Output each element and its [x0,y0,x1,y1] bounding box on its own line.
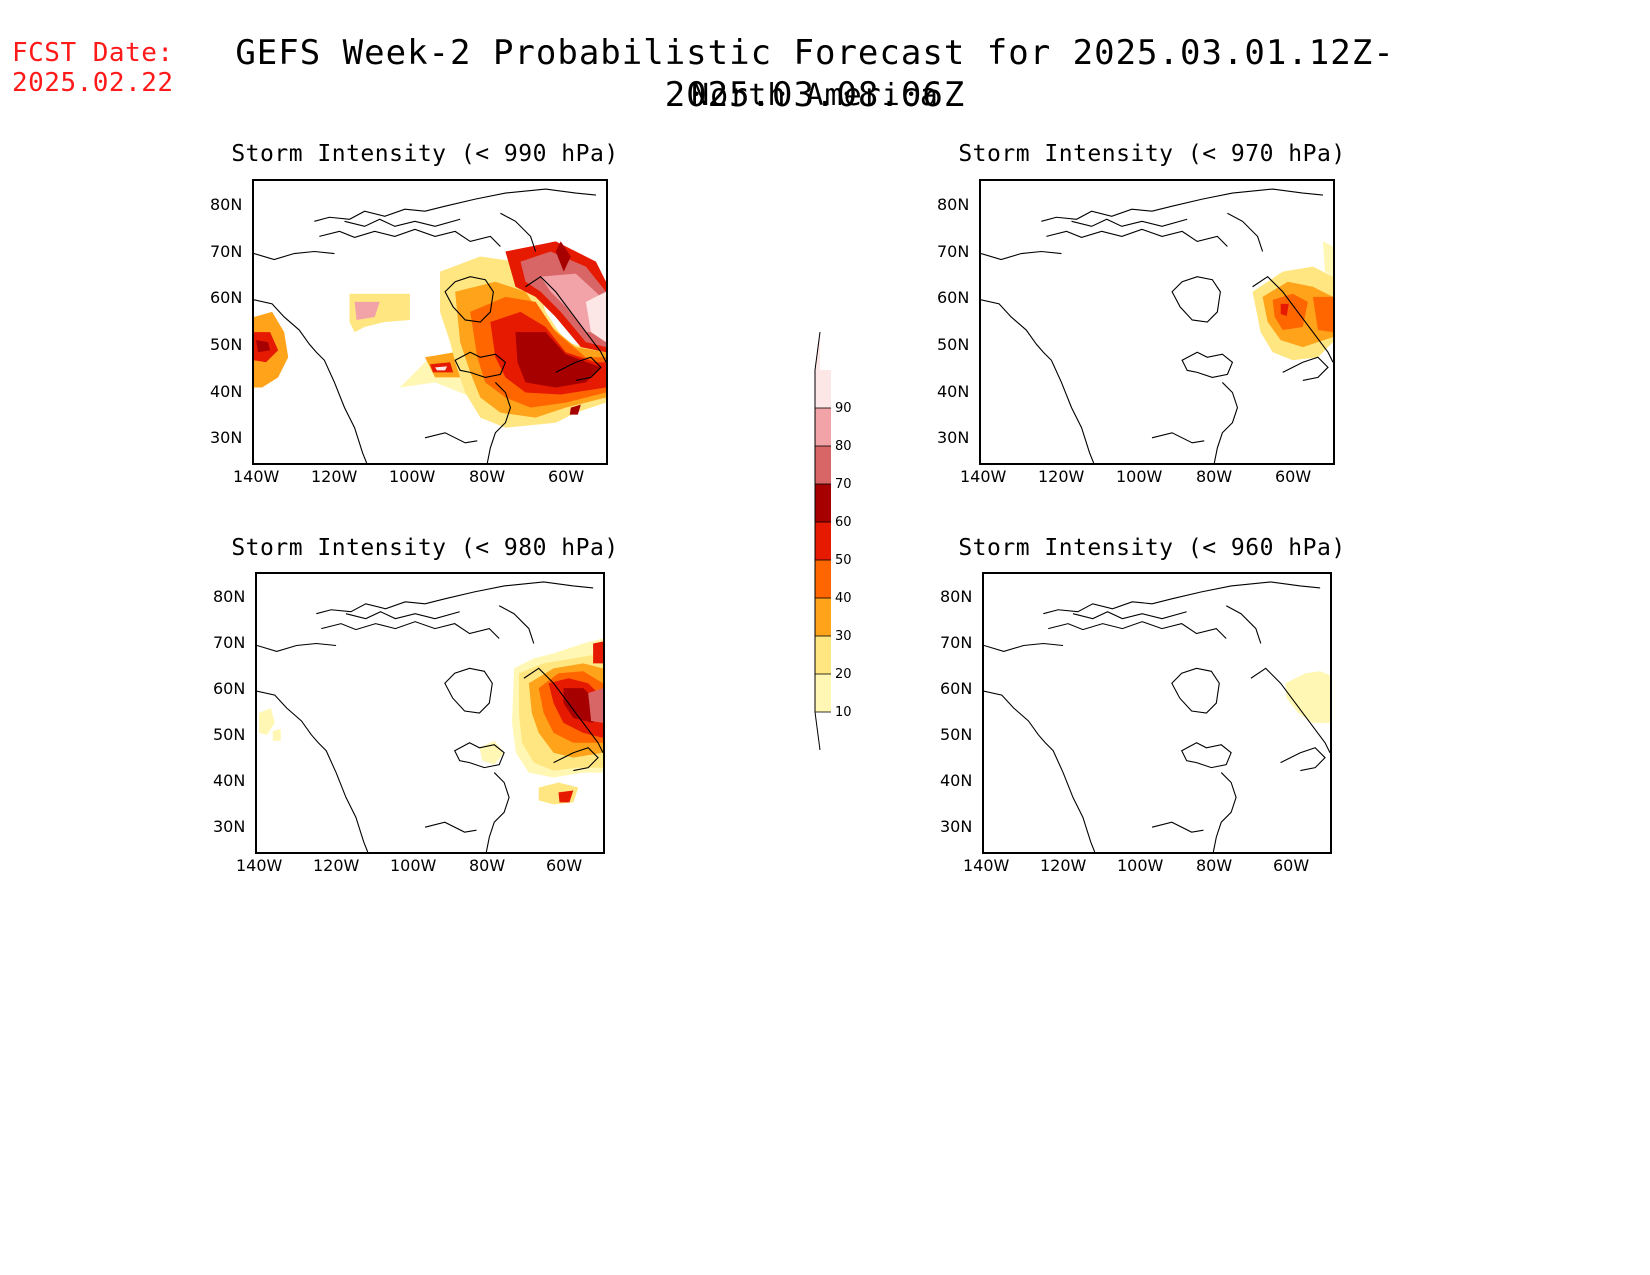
lon-label: 120W [311,467,358,486]
probability-shading-970 [1252,241,1333,361]
coastlines-990 [254,188,606,463]
lat-label: 50N [213,725,246,744]
colorbar-swatch [815,484,831,522]
lat-label: 40N [940,771,973,790]
coastlines-960 [984,581,1330,852]
colorbar-swatch [815,598,831,636]
colorbar-swatch [815,636,831,674]
region-subtitle: North America [691,78,939,113]
colorbar-swatch [815,446,831,484]
coastlines-970 [981,188,1333,463]
lat-label: 50N [940,725,973,744]
colorbar-label: 20 [835,667,852,682]
colorbar-swatch [815,408,831,446]
lat-label: 60N [210,288,243,307]
coastlines-980 [257,581,603,852]
lon-label: 60W [546,856,583,875]
lat-label: 70N [210,242,243,261]
colorbar-label: 90 [835,401,852,416]
lat-label: 30N [940,817,973,836]
lat-label: 30N [937,428,970,447]
lat-label: 30N [213,817,246,836]
colorbar-label: 50 [835,553,852,568]
lat-label: 70N [213,633,246,652]
colorbar-label: 70 [835,477,852,492]
probability-shading-980 [258,638,603,805]
lon-label: 140W [236,856,283,875]
lat-label: 60N [213,679,246,698]
map-980-svg [257,581,603,852]
lon-label: 60W [548,467,585,486]
colorbar-label: 40 [835,591,852,606]
panel-title-970: Storm Intensity (< 970 hPa) [958,141,1346,167]
lat-label: 80N [210,195,243,214]
probability-shading-990 [254,241,606,428]
panel-title-990: Storm Intensity (< 990 hPa) [231,141,619,167]
lon-label: 140W [233,467,280,486]
colorbar-swatch [815,674,831,712]
lat-label: 40N [213,771,246,790]
lon-label: 100W [1117,856,1164,875]
lat-label: 80N [937,195,970,214]
panel-title-960: Storm Intensity (< 960 hPa) [958,535,1346,561]
map-970-svg [981,188,1333,463]
lon-label: 120W [1038,467,1085,486]
lon-label: 60W [1275,467,1312,486]
colorbar-label: 10 [835,705,852,720]
map-panel-970 [979,179,1335,465]
lon-label: 120W [1040,856,1087,875]
map-panel-990 [252,179,608,465]
colorbar-label: 30 [835,629,852,644]
colorbar-swatch [815,370,831,408]
lat-label: 30N [210,428,243,447]
map-990-svg [254,188,606,463]
lon-label: 80W [469,467,506,486]
lon-label: 140W [960,467,1007,486]
colorbar-label: 60 [835,515,852,530]
lat-label: 80N [213,587,246,606]
fcst-date-label: FCST Date: 2025.02.22 [12,38,174,98]
map-960-svg [984,581,1330,852]
map-panel-960 [982,572,1332,854]
lon-label: 140W [963,856,1010,875]
panel-title-980: Storm Intensity (< 980 hPa) [231,535,619,561]
lon-label: 80W [469,856,506,875]
lat-label: 80N [940,587,973,606]
colorbar-swatch [815,560,831,598]
lon-label: 80W [1196,856,1233,875]
lat-label: 70N [940,633,973,652]
lon-label: 100W [1116,467,1163,486]
lon-label: 80W [1196,467,1233,486]
colorbar-bottom-arrow [814,711,821,751]
lat-label: 60N [937,288,970,307]
map-panel-980 [255,572,605,854]
lat-label: 50N [937,335,970,354]
colorbar: 10 20 30 40 50 60 70 80 90 [814,332,852,751]
fcst-date-value: 2025.02.22 [12,68,174,98]
lon-label: 100W [390,856,437,875]
page-title: GEFS Week-2 Probabilistic Forecast for 2… [235,33,1395,115]
lon-label: 120W [313,856,360,875]
lat-label: 50N [210,335,243,354]
colorbar-label: 80 [835,439,852,454]
lon-label: 60W [1273,856,1310,875]
lat-label: 70N [937,242,970,261]
lon-label: 100W [389,467,436,486]
lat-label: 60N [940,679,973,698]
probability-shading-960 [1285,671,1330,723]
colorbar-swatch [815,522,831,560]
fcst-date-caption: FCST Date: [12,38,174,68]
lat-label: 40N [937,382,970,401]
lat-label: 40N [210,382,243,401]
